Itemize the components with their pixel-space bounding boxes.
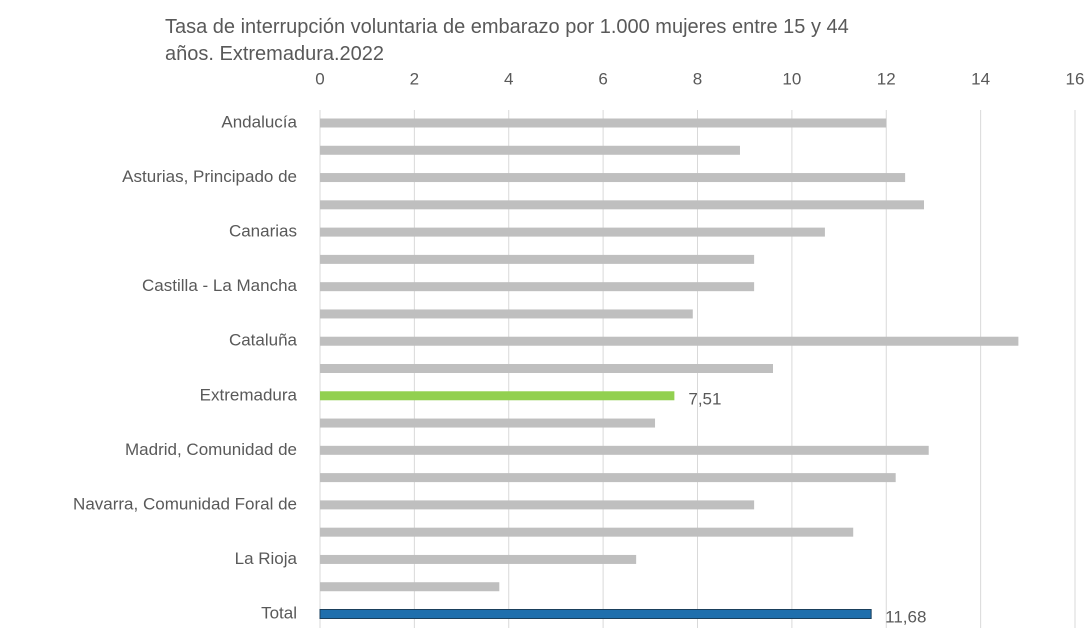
y-tick-label: Castilla - La Mancha xyxy=(142,276,298,295)
y-tick-label: Navarra, Comunidad Foral de xyxy=(73,494,297,513)
y-tick-label: Canarias xyxy=(229,222,297,241)
x-tick-label: 6 xyxy=(598,69,607,88)
bar xyxy=(320,227,825,237)
bar xyxy=(320,527,854,537)
y-tick-label: Extremadura xyxy=(200,385,298,404)
bar xyxy=(320,445,929,455)
bar xyxy=(320,473,896,483)
x-tick-label: 8 xyxy=(693,69,702,88)
y-tick-label: Total xyxy=(261,603,297,622)
bar xyxy=(320,500,755,510)
bar xyxy=(320,173,906,183)
bar xyxy=(320,336,1019,346)
y-tick-label: La Rioja xyxy=(235,549,298,568)
data-label: 7,51 xyxy=(688,389,721,408)
bar xyxy=(320,364,773,373)
y-tick-label: Asturias, Principado de xyxy=(122,167,297,186)
x-tick-label: 16 xyxy=(1066,69,1085,88)
bar xyxy=(320,200,924,210)
y-tick-label: Cataluña xyxy=(229,331,298,350)
x-tick-label: 4 xyxy=(504,69,513,88)
bar xyxy=(320,582,500,592)
x-tick-label: 14 xyxy=(971,69,990,88)
bar xyxy=(320,145,740,155)
y-tick-label: Andalucía xyxy=(221,112,297,131)
chart-title: Tasa de interrupción voluntaria de embar… xyxy=(165,16,849,65)
bar xyxy=(319,609,872,619)
bar xyxy=(320,418,656,428)
bar xyxy=(320,554,637,564)
x-tick-label: 10 xyxy=(782,69,801,88)
bar xyxy=(320,118,887,128)
data-label: 11,68 xyxy=(885,607,926,626)
x-tick-label: 0 xyxy=(315,69,324,88)
y-tick-label: Madrid, Comunidad de xyxy=(125,440,297,459)
x-tick-label: 2 xyxy=(410,69,419,88)
bar xyxy=(320,282,755,292)
bar xyxy=(320,254,755,264)
bar xyxy=(320,309,693,319)
x-tick-label: 12 xyxy=(877,69,896,88)
bar xyxy=(320,391,675,401)
